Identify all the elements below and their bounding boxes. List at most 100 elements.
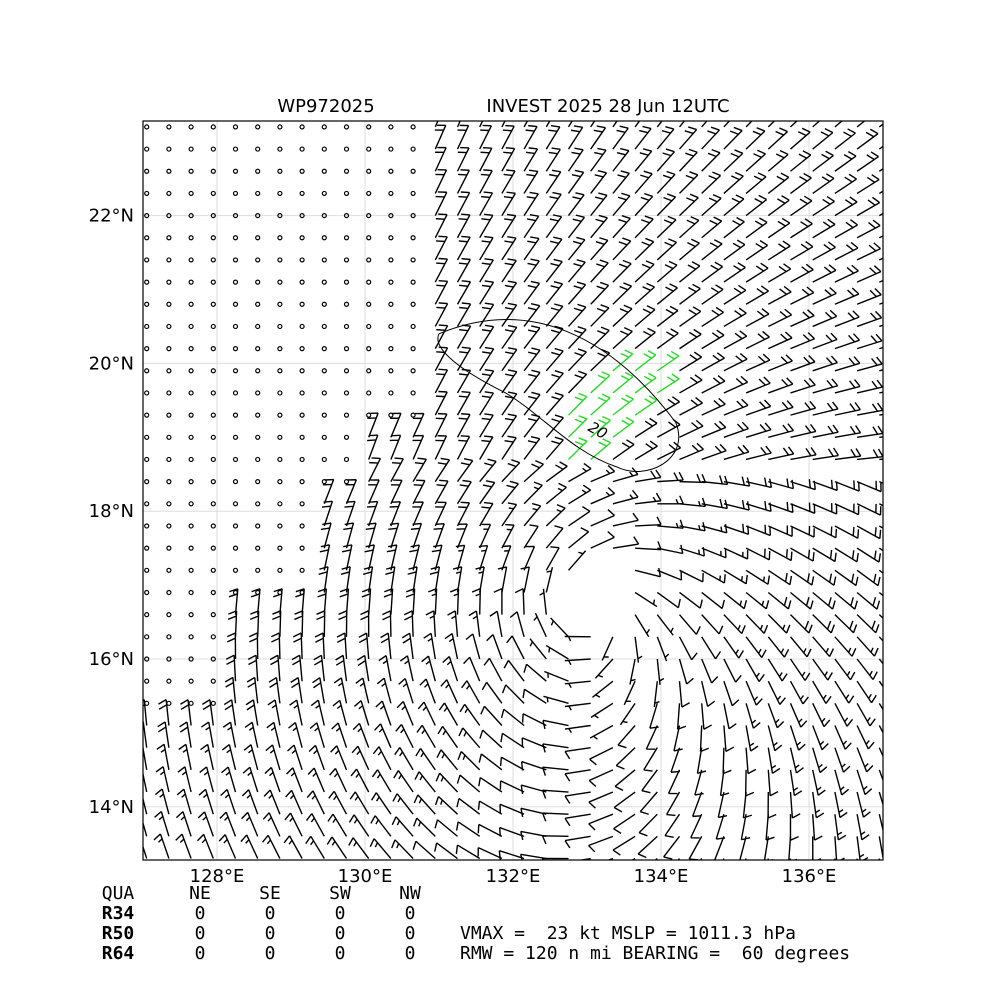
info-line: RMW = 120 n mi BEARING = 60 degrees [460,943,850,964]
wind-barb [745,477,773,489]
wind-barb [790,240,814,261]
calm-marker [188,257,194,263]
calm-marker [321,146,327,152]
calm-marker [321,124,327,130]
wind-barb [545,258,563,283]
wind-barb [423,632,436,660]
wind-barb [437,725,459,749]
wind-barb [249,610,260,637]
wind-barb [331,722,348,748]
wind-barb [434,457,451,483]
wind-barb [656,328,679,350]
wind-barb [623,680,636,706]
wind-barb [564,769,591,782]
table-cell: 0 [335,943,346,964]
wind-barb [501,523,515,549]
wind-barb [434,412,448,438]
wind-barb [678,681,690,708]
calm-marker [232,390,239,396]
wind-barb [242,766,259,793]
calm-marker [321,346,327,352]
calm-marker [166,301,172,307]
wind-barb [701,284,724,305]
calm-marker [255,168,261,174]
wind-barb [634,237,655,261]
wind-barb [723,149,744,172]
wind-barb [431,544,443,571]
wind-barb [247,654,259,682]
wind-barb [812,447,839,461]
wind-barb [790,423,817,438]
wind-barb [221,744,237,771]
wind-barb [634,327,656,350]
wind-barb [767,614,791,634]
y-tick-label: 14°N [89,797,134,818]
wind-barb [201,721,214,748]
calm-marker [366,124,372,130]
wind-barb [812,264,837,283]
wind-barb [679,442,704,461]
table-cell: 0 [405,943,416,964]
wind-barb [567,121,573,128]
wind-barb [456,435,471,460]
calm-marker [210,190,216,197]
calm-marker [166,634,172,640]
wind-barb [568,527,590,549]
wind-barb [245,699,259,726]
wind-barb [589,724,614,740]
wind-barb [745,194,767,217]
wind-barb [262,834,281,859]
wind-barb [767,263,792,283]
wind-barb [834,425,862,438]
calm-marker [232,589,239,596]
wind-barb [371,792,392,815]
calm-marker [299,235,305,241]
wind-barb [631,857,636,860]
wind-barb [717,791,728,819]
table-cell: 0 [195,903,206,924]
wind-barb [434,390,448,416]
calm-marker [321,412,327,418]
wind-barb [378,655,392,682]
wind-barb [545,504,566,527]
wind-barb [143,820,148,837]
wind-barb [370,815,392,837]
calm-marker [277,168,283,174]
calm-marker [277,301,283,307]
wind-barb [367,412,379,438]
wind-barb [878,725,883,735]
wind-barb [312,677,325,704]
wind-barb [390,479,403,505]
table-cell: R64 [102,943,135,964]
wind-barb [240,834,259,859]
wind-barb [834,636,857,657]
wind-barb [314,632,325,660]
wind-barb [577,857,591,860]
wind-barb [745,569,771,585]
calm-marker [166,700,172,706]
table-header: SE [259,883,281,904]
wind-barb [523,213,540,239]
wind-barb [438,702,459,726]
wind-barb [812,836,822,860]
wind-barb [679,419,704,438]
wind-barb [523,391,541,416]
wind-barb [434,235,448,261]
wind-barb [812,503,838,515]
wind-barb [856,814,870,841]
wind-barb [767,285,792,305]
calm-marker [255,212,261,219]
wind-barb [367,434,379,460]
wind-barb [352,722,370,748]
wind-barb [790,377,816,394]
calm-marker [299,479,305,485]
calm-marker [144,589,150,596]
wind-barb [745,445,772,461]
wind-barb [523,435,541,460]
wind-barb [701,239,723,261]
wind-barb [361,588,372,615]
wind-barb [634,636,643,663]
calm-marker [388,146,394,152]
calm-marker [166,434,172,440]
calm-marker [232,301,239,307]
